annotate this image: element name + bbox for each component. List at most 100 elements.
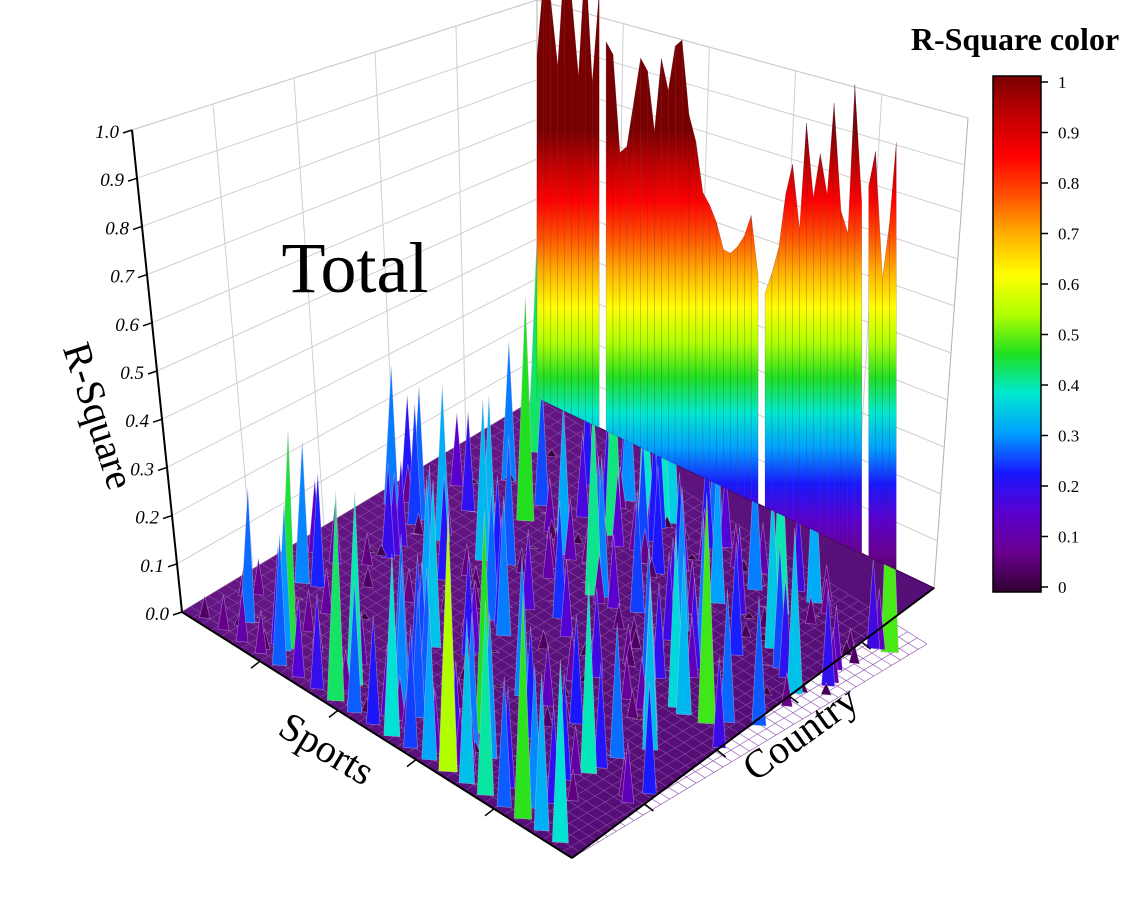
surface-peak [483,487,499,621]
back-wall-ribbon-segment [585,0,593,425]
colorbar: R-Square color 0 0.1 0.2 0.3 0.4 0.5 0.6 0.7 0.8… [911,21,1119,597]
chart-title: Total [282,228,429,308]
surface-peak [346,581,362,714]
back-wall-ribbon-segment [681,39,690,472]
surface-peak [533,673,550,832]
surface-peak [650,465,666,575]
z-tick-label: 0.4 [125,411,149,432]
surface-peak [362,565,374,589]
z-tick [147,370,158,375]
surface-peak [424,479,442,649]
surface-peak [528,546,539,550]
country-tick [861,641,872,650]
surface-peak [320,567,333,615]
surface-peak [564,498,577,561]
back-wall-ribbon-segment [730,246,738,495]
surface-peak [719,589,736,724]
colorbar-bar [992,75,1042,593]
back-wall-ribbon-segment [654,58,662,458]
surface-peak [294,441,310,585]
surface-peak [729,541,744,657]
surface-peak [569,614,584,725]
surface-peak [496,676,512,808]
surface-peak [786,527,803,695]
z-tick [137,273,148,279]
back-wall-ribbon-segment [854,84,862,554]
surface-peak [652,582,666,680]
surface-peak [593,662,608,769]
back-wall-ribbon-segment [571,0,579,419]
back-wall-ribbon-segment [647,70,655,455]
back-wall-ribbon-segment [882,224,890,568]
back-wall-ribbon-segment [764,272,773,511]
surface-peak [758,606,769,608]
surface-peak [326,491,345,702]
surface-peak [198,595,211,619]
surface-peak [542,526,555,580]
back-wall-ribbon-segment [536,0,545,402]
surface-peak [719,469,733,549]
surface-peak [450,413,464,487]
surface-peak [421,607,438,761]
back-wall-ribbon-segment [661,58,669,462]
surface-peak [521,529,535,611]
surface-peak [686,553,698,561]
colorbar-tick-label: 0.8 [1058,174,1079,193]
surface-peak [866,559,881,650]
surface-peak [743,611,755,620]
surface-peak [569,725,582,776]
surface-peak [675,553,692,716]
z-tick [127,177,138,182]
surface-peak [403,625,418,749]
back-wall-ribbon-segment [778,194,786,518]
sports-tick [484,808,495,817]
country-axis-line [571,587,935,859]
surface-peak [537,628,550,650]
back-wall-ribbon-segment [785,164,793,521]
sports-axis-line [181,611,573,859]
surface-peak [375,543,388,557]
surface-peak [780,672,793,708]
surface-peak [630,490,645,614]
back-wall-ribbon-segment [668,46,676,465]
back-wall-ribbon-segment [889,142,897,571]
surface-peak [476,599,495,796]
back-wall-ribbon-segment [578,0,586,422]
back-wall-ribbon-segment [564,0,572,415]
surface-peak [366,615,381,726]
surface-peak [580,582,598,775]
z-axis: 0.0 0.1 0.2 0.3 0.4 0.5 0.6 0.7 0.8 0.9 1.0 [95,122,183,625]
surface-peak [709,453,726,605]
surface-peak [492,683,504,688]
surface-peak [747,450,763,591]
surface-peak [584,395,603,597]
back-wall-ribbon-segment [820,153,828,538]
surface-peak [642,682,657,795]
surface-peak [254,609,267,655]
country-tick [716,749,727,758]
z-tick [132,225,143,231]
surface-peak [409,532,420,535]
surface-peak [291,598,305,678]
z-tick [142,322,153,327]
colorbar-tick-label: 0.2 [1058,477,1079,496]
z-tick-label: 0.3 [130,459,154,480]
country-tick [788,695,799,704]
z-tick [157,466,168,472]
back-wall-ribbon-segment [813,153,821,534]
surface-peak [611,472,625,548]
back-wall-ribbon-segment [723,249,731,491]
back-wall-ribbon-segment [744,215,752,501]
back-wall-ribbon-segment [550,0,558,409]
surface-peak [240,488,256,624]
wall-gridline [455,25,467,441]
back-wall-ribbon-segment [626,102,634,445]
surface-peak [621,741,635,804]
colorbar-title: R-Square color [911,21,1119,57]
surface-data [198,0,899,844]
surface-peak [496,496,512,637]
surface-peak [626,690,639,719]
surface-peak [559,558,574,638]
wall-gridline [293,77,325,527]
